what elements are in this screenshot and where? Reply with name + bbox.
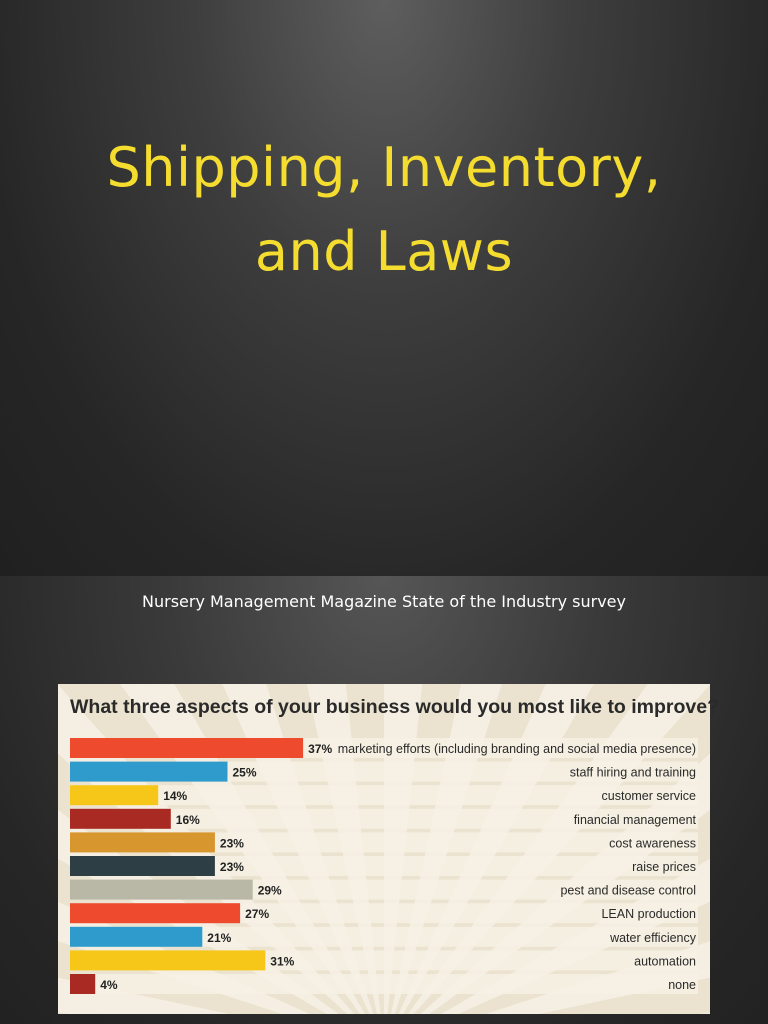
category-label: cost awareness [609,836,696,850]
bar-value-label: 16% [176,813,200,827]
bar-row-background [70,785,698,806]
title-slide: Shipping, Inventory, and Laws [0,0,768,576]
category-label: staff hiring and training [570,766,696,780]
bar-value-label: 4% [100,978,118,992]
bar [70,808,171,829]
bar-value-label: 23% [220,836,244,850]
bar-value-label: 31% [270,954,294,968]
category-label: automation [634,954,696,968]
category-label: customer service [602,789,697,803]
bar-row-background [70,974,698,994]
survey-infographic: What three aspects of your business woul… [58,684,719,1014]
category-label: pest and disease control [560,884,696,898]
survey-slide: Nursery Management Magazine State of the… [0,576,768,1024]
bar-value-label: 21% [207,931,231,945]
bar-value-label: 27% [245,907,269,921]
category-label: financial management [574,813,697,827]
category-label: LEAN production [601,907,696,921]
bar-value-label: 14% [163,789,187,803]
bar-row-background [70,832,698,853]
slide-title: Shipping, Inventory, and Laws [0,126,768,294]
bar-value-label: 29% [258,884,282,898]
category-label: none [668,978,696,992]
bar [70,950,266,971]
bar-value-label: 37% [308,742,332,756]
bar [70,832,215,853]
bar [70,738,304,758]
title-line-2: and Laws [254,220,514,283]
bar-value-label: 25% [233,766,257,780]
chart-title: What three aspects of your business woul… [70,696,720,718]
category-label: water efficiency [609,931,697,945]
title-line-1: Shipping, Inventory, [106,136,662,199]
bar-row-background [70,808,698,829]
bar [70,785,159,806]
bar-value-label: 23% [220,860,244,874]
bar [70,926,203,947]
bar [70,903,241,924]
survey-subtitle: Nursery Management Magazine State of the… [142,592,626,611]
bar [70,879,253,900]
bar [70,856,215,876]
bar-row-background [70,926,698,947]
category-label: raise prices [632,860,696,874]
bar [70,974,96,994]
bar [70,761,228,782]
bar-row-background [70,856,698,876]
category-label: marketing efforts (including branding an… [338,742,696,756]
bar-chart: 37% marketing efforts (including branding… [70,738,698,994]
